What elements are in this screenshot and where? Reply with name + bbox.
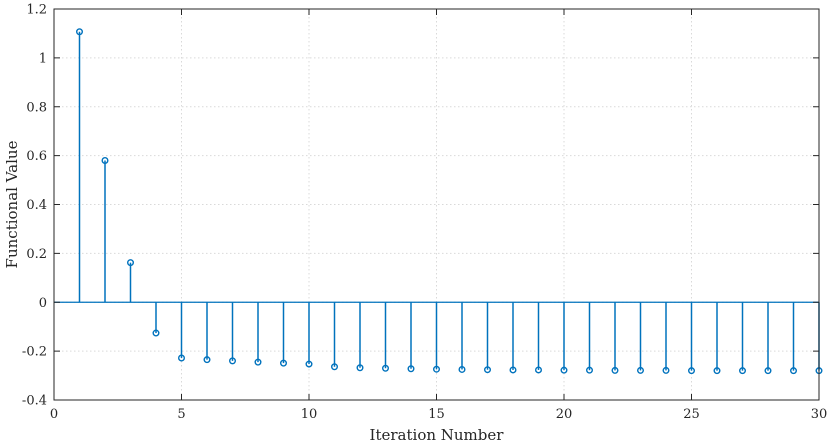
stem-marker xyxy=(101,157,109,165)
stem-marker xyxy=(356,364,364,372)
stem-marker xyxy=(509,366,517,374)
stem-marker xyxy=(560,366,568,374)
stem-marker xyxy=(611,366,619,374)
stem-marker xyxy=(280,359,288,367)
stem-marker xyxy=(458,365,466,373)
stem-marker xyxy=(382,364,390,372)
x-tick-label: 25 xyxy=(683,407,700,422)
stem-marker xyxy=(126,259,134,267)
ticks xyxy=(53,8,820,401)
stem-marker xyxy=(739,367,747,375)
stem-marker xyxy=(407,365,415,373)
stem-marker xyxy=(535,366,543,374)
stem-marker xyxy=(152,329,160,337)
stem-marker xyxy=(254,358,262,366)
stem-marker xyxy=(662,366,670,374)
y-tick-label: 0.2 xyxy=(26,247,47,262)
x-tick-label: 15 xyxy=(428,407,445,422)
stem-marker xyxy=(688,367,696,375)
stem-marker xyxy=(790,367,798,375)
stem-marker xyxy=(75,28,83,36)
stem-marker xyxy=(713,367,721,375)
stem-marker xyxy=(484,366,492,374)
y-tick-labels: -0.4 -0.2 0 0.2 0.4 0.6 0.8 1 1.2 xyxy=(22,3,47,409)
x-axis-label: Iteration Number xyxy=(370,426,505,444)
y-tick-label: 1 xyxy=(39,51,47,66)
y-axis-label: Functional Value xyxy=(3,140,21,268)
y-tick-label: 0.8 xyxy=(26,100,47,115)
y-tick-label: -0.2 xyxy=(22,345,47,360)
y-tick-label: 0.4 xyxy=(26,198,47,213)
x-tick-label: 10 xyxy=(301,407,318,422)
stem-marker xyxy=(433,365,441,373)
stem-marker xyxy=(228,357,236,365)
y-tick-label: 1.2 xyxy=(26,3,47,18)
x-tick-label: 30 xyxy=(811,407,828,422)
stem-marker xyxy=(764,367,772,375)
y-tick-label: -0.4 xyxy=(22,394,47,409)
x-tick-label: 0 xyxy=(50,407,58,422)
stem-marker xyxy=(331,363,339,371)
x-tick-labels: 0 5 10 15 20 25 30 xyxy=(50,407,827,422)
stem-marker xyxy=(586,366,594,374)
y-tick-label: 0 xyxy=(39,296,47,311)
x-tick-label: 20 xyxy=(556,407,573,422)
stem-marker xyxy=(177,354,185,362)
stems xyxy=(75,28,823,375)
stem-marker xyxy=(637,366,645,374)
y-tick-label: 0.6 xyxy=(26,149,47,164)
stem-marker xyxy=(305,360,313,368)
stem-marker xyxy=(203,356,211,364)
x-tick-label: 5 xyxy=(177,407,185,422)
